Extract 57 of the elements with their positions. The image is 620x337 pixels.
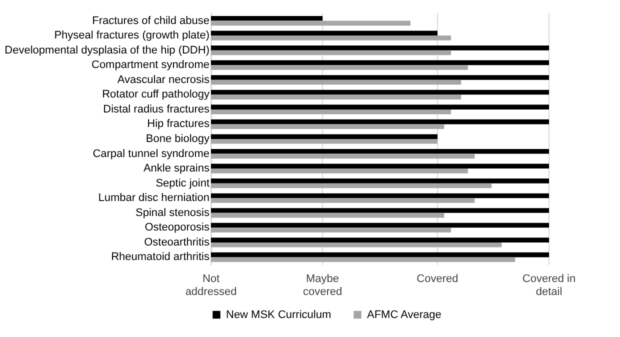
legend-label: AFMC Average [367,308,442,321]
y-tick-label: Osteoarthritis [144,236,210,248]
bar [211,134,438,139]
bar [211,212,444,218]
bar [211,30,438,36]
legend-label: New MSK Curriculum [226,308,332,321]
bar [211,154,475,159]
y-tick-label: Rheumatoid arthritis [111,251,210,264]
bar [211,183,492,188]
bar [211,238,549,242]
ref-line-label: Covered in detail [522,273,576,298]
bar [211,228,451,232]
bar [211,208,549,213]
ref-line-label: Not addressed [185,273,237,298]
y-tick-label: Spinal stenosis [136,206,210,219]
bar [211,94,462,100]
bar [211,36,451,40]
bar [211,242,502,248]
bar [211,90,549,95]
bar [211,16,323,21]
y-tick-label: Hip fractures [147,118,210,130]
bar [211,257,516,262]
bar [211,148,549,154]
ref-line-label: Maybe covered [302,273,342,298]
bar [211,60,549,66]
bar [211,222,549,228]
y-tick-label: Physeal fractures (growth plate) [54,30,210,42]
bar [211,139,438,144]
y-tick-label: Ankle sprains [143,162,210,175]
bar [211,178,549,184]
y-tick-label: Developmental dysplasia of the hip (DDH) [4,44,210,56]
bar [211,164,549,169]
y-tick-label: Septic joint [156,177,210,190]
bar [211,124,444,130]
y-tick-label: Avascular necrosis [117,74,210,86]
bar [211,65,468,70]
y-tick-label: Osteoporosis [144,222,210,234]
bar [211,252,549,258]
bar [211,104,549,110]
bar [211,46,549,50]
bar [211,168,468,174]
bar [211,50,451,56]
bar [211,109,451,114]
y-tick-label: Distal radius fractures [103,103,210,116]
bar [211,80,462,85]
y-tick-label: Fractures of child abuse [92,14,210,27]
bar [211,193,549,198]
y-tick-label: Carpal tunnel syndrome [92,148,210,160]
bar [211,198,475,203]
bar [211,75,549,80]
ref-line-label: Covered [416,273,458,285]
y-tick-label: Rotator cuff pathology [102,88,210,101]
bar [211,20,410,26]
bar [211,119,549,124]
y-tick-label: Bone biology [146,133,210,145]
y-tick-label: Lumbar disc herniation [98,192,210,204]
y-tick-label: Compartment syndrome [92,59,210,72]
